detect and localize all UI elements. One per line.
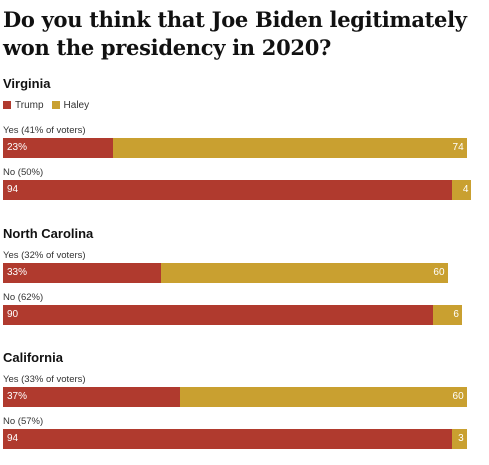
bar-haley <box>452 429 467 449</box>
bar-haley <box>179 387 467 407</box>
legend-label-haley: Haley <box>63 99 90 111</box>
legend: Trump Haley <box>3 99 97 111</box>
row-label: No (57%) <box>3 416 44 427</box>
value-label-trump: 23% <box>7 142 28 153</box>
legend-item-haley: Haley <box>51 99 90 111</box>
value-label-haley: 60 <box>452 391 464 402</box>
bar-trump <box>3 263 161 283</box>
legend-swatch-trump <box>3 101 11 109</box>
row-label: No (50%) <box>3 167 44 178</box>
legend-item-trump: Trump <box>3 100 44 111</box>
bar-trump <box>3 387 180 407</box>
value-label-haley: 60 <box>433 267 445 278</box>
bar-haley <box>112 138 467 158</box>
bar-trump <box>3 180 453 200</box>
bar-haley <box>433 305 462 325</box>
value-label-haley: 6 <box>453 309 459 320</box>
value-label-trump: 33% <box>7 267 28 278</box>
bar-trump <box>3 429 453 449</box>
chart-title: Do you think that Joe Biden legitimately… <box>3 7 467 60</box>
bar-haley <box>160 263 448 283</box>
state-heading-virginia: Virginia <box>3 76 51 91</box>
value-label-haley: 3 <box>458 433 464 444</box>
row-label: Yes (33% of voters) <box>3 374 86 385</box>
row-label: No (62%) <box>3 292 44 303</box>
value-label-trump: 94 <box>7 184 19 195</box>
value-label-trump: 94 <box>7 433 19 444</box>
bar-trump <box>3 305 434 325</box>
value-label-haley: 4 <box>462 184 469 195</box>
legend-label-trump: Trump <box>15 99 44 111</box>
state-heading-california: California <box>3 350 63 365</box>
state-heading-north-carolina: North Carolina <box>3 226 94 241</box>
bar-trump <box>3 138 113 158</box>
bar-haley <box>452 180 472 200</box>
row-label: Yes (32% of voters) <box>3 250 86 261</box>
row-label: Yes (41% of voters) <box>3 125 86 136</box>
value-label-trump: 37% <box>7 391 28 402</box>
value-label-haley: 74 <box>452 142 464 153</box>
legend-swatch-haley <box>51 101 60 109</box>
value-label-trump: 90 <box>7 309 19 320</box>
